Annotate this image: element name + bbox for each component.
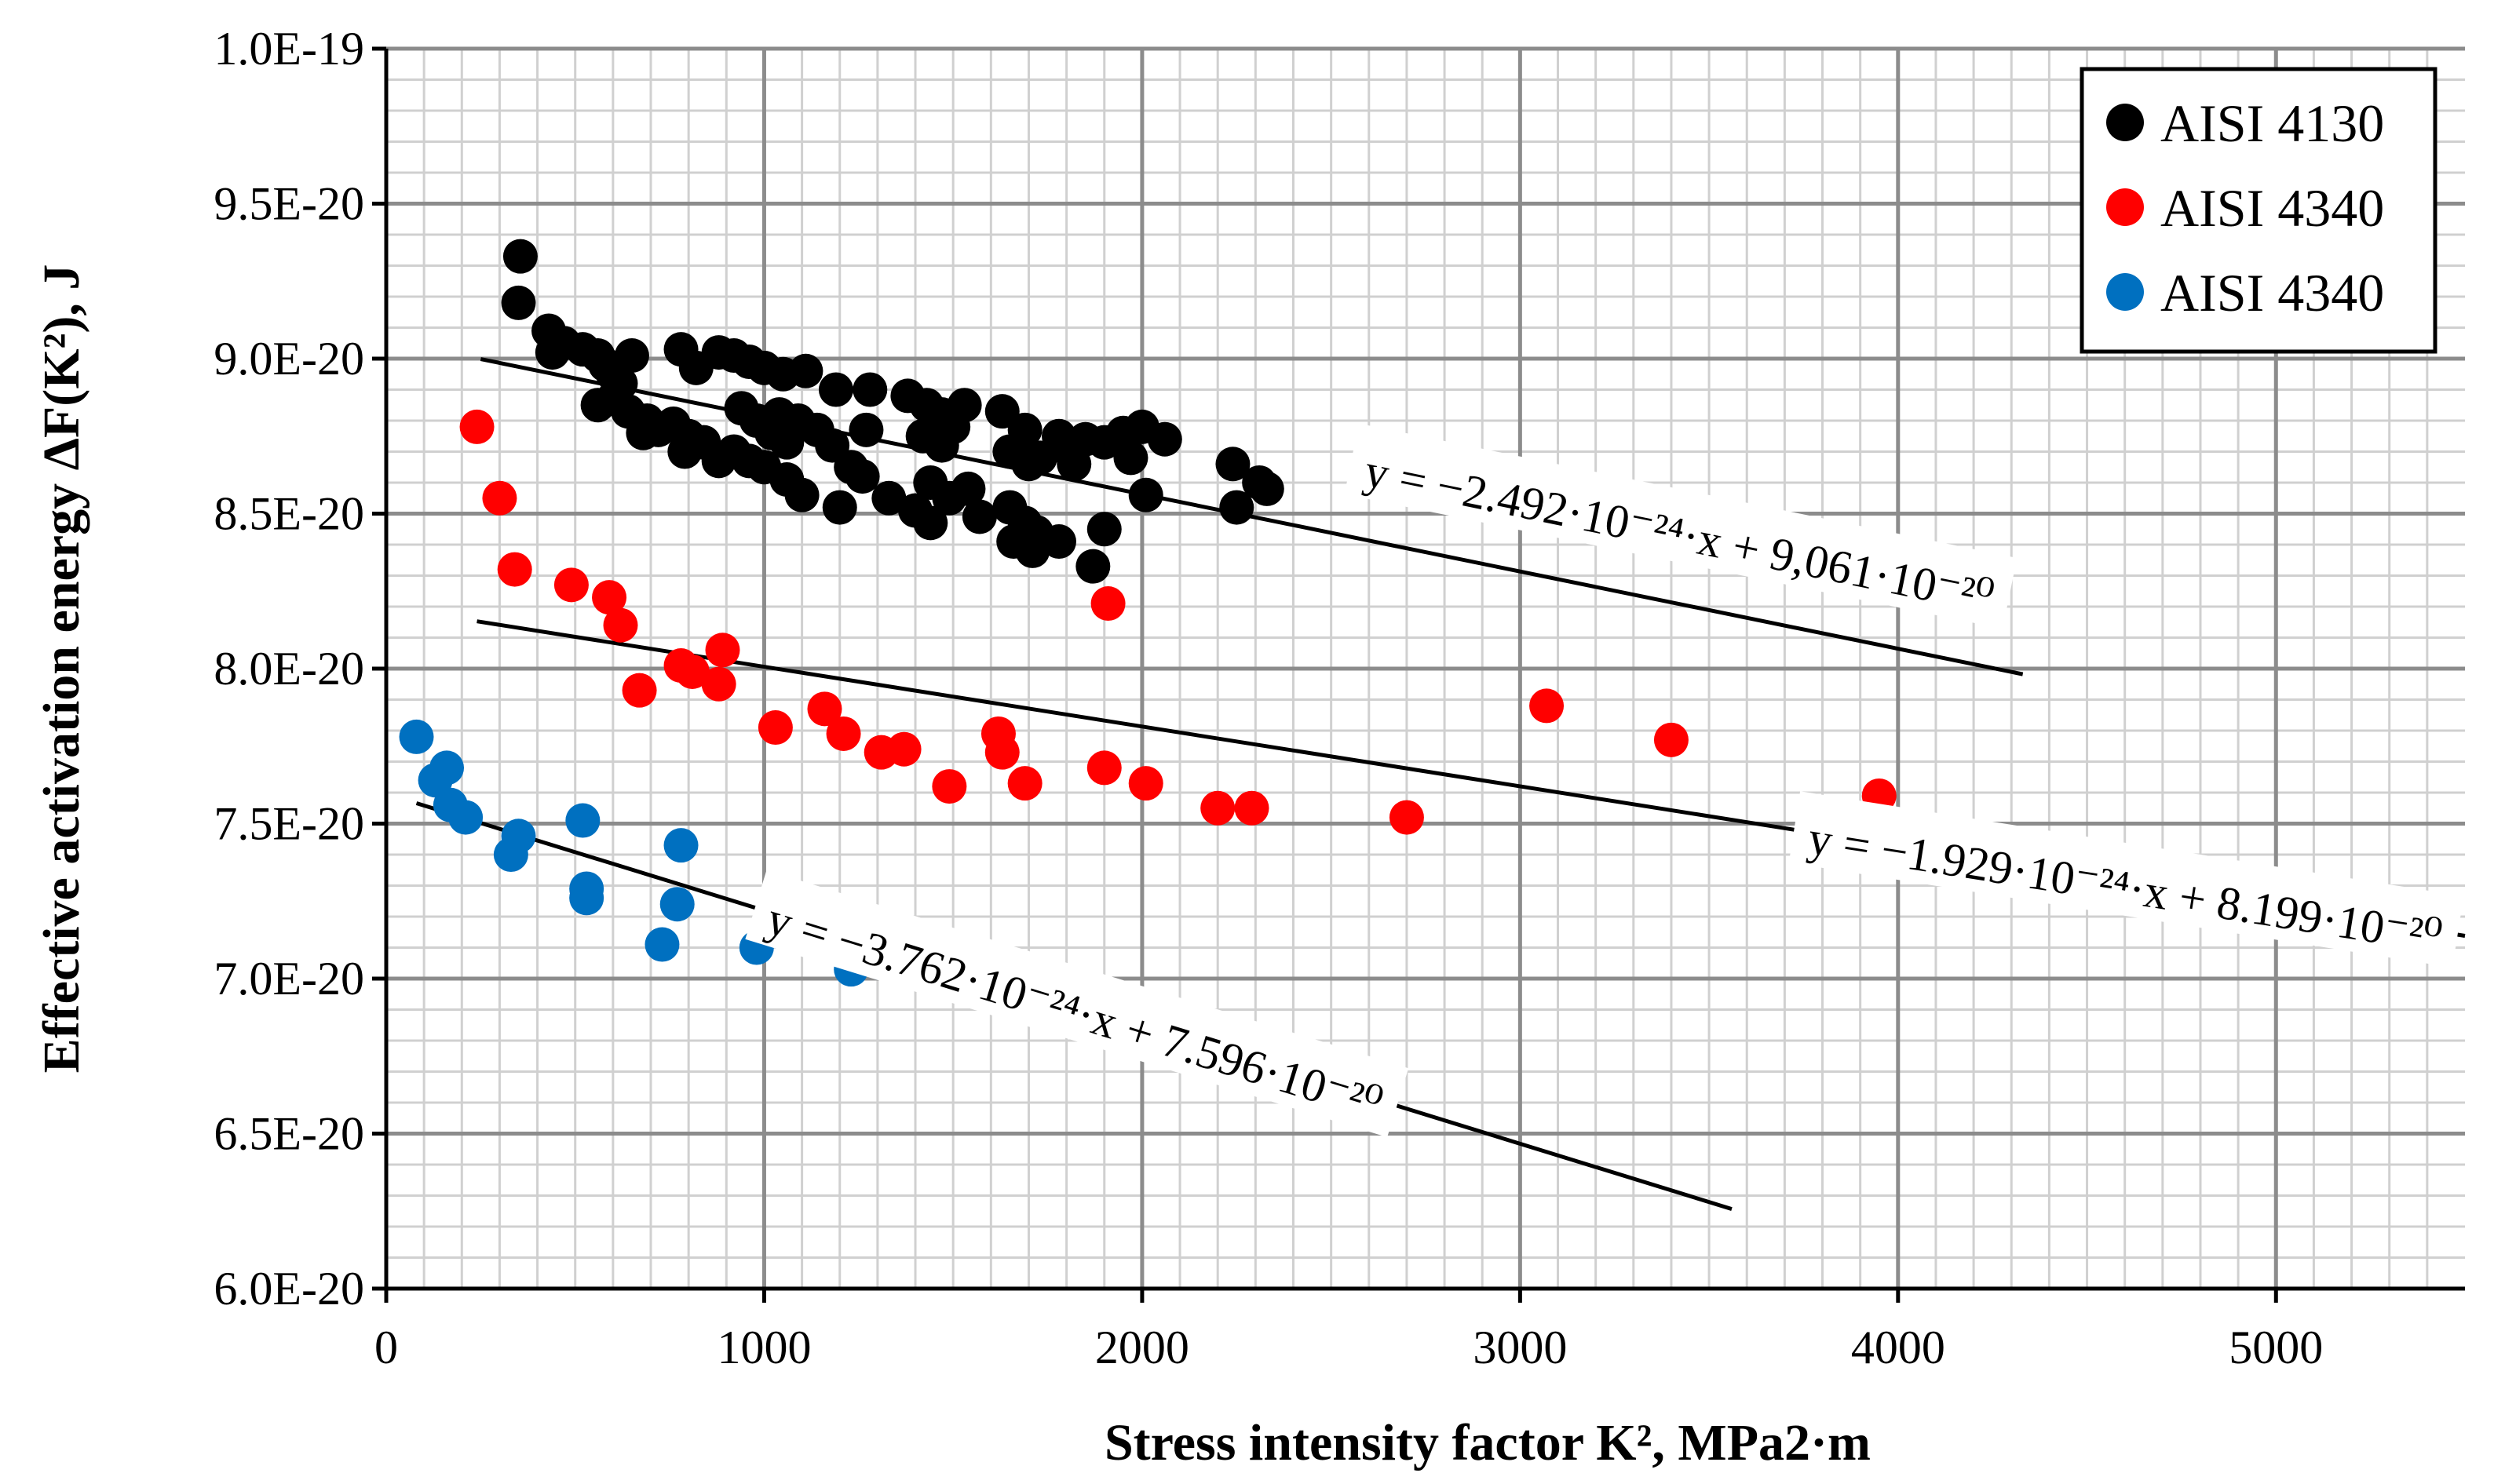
data-point — [1389, 800, 1424, 835]
data-point — [614, 338, 649, 374]
data-point — [936, 409, 971, 444]
y-tick-label: 7.0E-20 — [214, 953, 364, 1005]
data-point — [501, 819, 536, 854]
data-point — [459, 409, 495, 444]
data-point — [497, 552, 532, 587]
axis-titles: Stress intensity factor K², MPa2·m Effec… — [33, 264, 1871, 1471]
data-point — [913, 505, 948, 541]
legend-entry-label: AISI 4340 — [2160, 178, 2384, 238]
data-point — [1234, 790, 1269, 826]
x-tick-label: 3000 — [1473, 1322, 1567, 1373]
data-point — [1200, 790, 1236, 826]
data-point — [448, 800, 484, 835]
data-point — [818, 372, 853, 407]
data-point — [807, 691, 842, 727]
data-point — [871, 480, 907, 516]
data-point — [932, 769, 967, 804]
data-point — [592, 580, 627, 615]
data-point — [645, 927, 680, 962]
y-tick-label: 6.5E-20 — [214, 1108, 364, 1160]
x-tick-label: 5000 — [2229, 1322, 2323, 1373]
data-point — [565, 803, 601, 838]
data-point — [482, 480, 517, 516]
data-point — [1219, 490, 1254, 525]
data-point — [1011, 447, 1046, 482]
x-axis-title: Stress intensity factor K², MPa2·m — [1105, 1414, 1871, 1471]
data-point — [1075, 549, 1111, 584]
data-point — [502, 239, 538, 274]
data-point — [1128, 766, 1163, 801]
x-tick-label: 1000 — [717, 1322, 811, 1373]
data-point — [784, 477, 820, 512]
data-point — [701, 666, 736, 702]
data-point — [758, 710, 793, 746]
data-point — [853, 372, 888, 407]
data-point — [826, 716, 861, 751]
data-point — [501, 285, 536, 320]
data-point — [626, 415, 661, 450]
data-point — [429, 750, 465, 786]
data-point — [1147, 421, 1182, 457]
legend-entry-label: AISI 4130 — [2160, 93, 2384, 153]
y-tick-label: 8.5E-20 — [214, 488, 364, 540]
data-point — [1015, 533, 1050, 568]
data-point — [913, 465, 948, 500]
y-axis-title: Effective activation energy ΔF(K²), J — [33, 264, 90, 1074]
y-tick-label: 7.5E-20 — [214, 798, 364, 850]
data-point — [674, 654, 710, 689]
data-point — [659, 887, 695, 922]
data-point — [399, 719, 434, 754]
legend-marker — [2106, 273, 2144, 311]
data-point — [905, 418, 940, 454]
data-point — [553, 567, 589, 603]
legend-marker — [2106, 104, 2144, 141]
data-points-layer — [399, 239, 2335, 1043]
data-point — [705, 633, 740, 668]
data-point — [1529, 688, 1565, 724]
x-tick-label: 4000 — [1851, 1322, 1945, 1373]
data-point — [622, 673, 657, 708]
data-point — [1041, 524, 1076, 560]
data-point — [1113, 440, 1148, 476]
y-tick-label: 6.0E-20 — [214, 1263, 364, 1314]
equation-background — [745, 870, 1409, 1138]
data-point — [1086, 512, 1122, 547]
data-point — [962, 499, 997, 534]
y-tick-label: 9.0E-20 — [214, 333, 364, 385]
data-point — [569, 881, 604, 916]
data-point — [1128, 477, 1163, 512]
data-point — [1249, 471, 1284, 506]
y-tick-label: 1.0E-19 — [214, 23, 364, 75]
equation-background — [1344, 423, 2018, 629]
data-point — [1086, 750, 1122, 786]
data-point — [951, 471, 986, 506]
data-point — [1090, 586, 1126, 622]
legend-entry-label: AISI 4340 — [2160, 263, 2384, 323]
equation-background — [1788, 791, 2464, 968]
x-tick-label: 2000 — [1095, 1322, 1189, 1373]
legend: AISI 4130 AISI 4340 AISI 4340 — [2080, 67, 2437, 354]
x-tick-label: 0 — [374, 1322, 398, 1373]
data-point — [886, 731, 922, 767]
data-point — [984, 735, 1020, 770]
data-point — [603, 607, 638, 643]
data-point — [1215, 447, 1251, 482]
y-tick-label: 8.0E-20 — [214, 643, 364, 695]
data-point — [788, 353, 823, 388]
y-tick-label: 9.5E-20 — [214, 178, 364, 230]
data-point — [822, 490, 857, 525]
data-point — [663, 828, 699, 863]
data-point — [1007, 766, 1043, 801]
axis-layer: 0 1000 2000 3000 4000 5000 6.0E-20 6.5E-20 7.0E-… — [214, 23, 2465, 1373]
data-point — [535, 335, 570, 370]
data-point — [849, 412, 884, 447]
data-point — [1041, 418, 1076, 454]
legend-marker — [2106, 188, 2144, 226]
data-point — [845, 459, 880, 494]
data-point — [1653, 722, 1689, 757]
